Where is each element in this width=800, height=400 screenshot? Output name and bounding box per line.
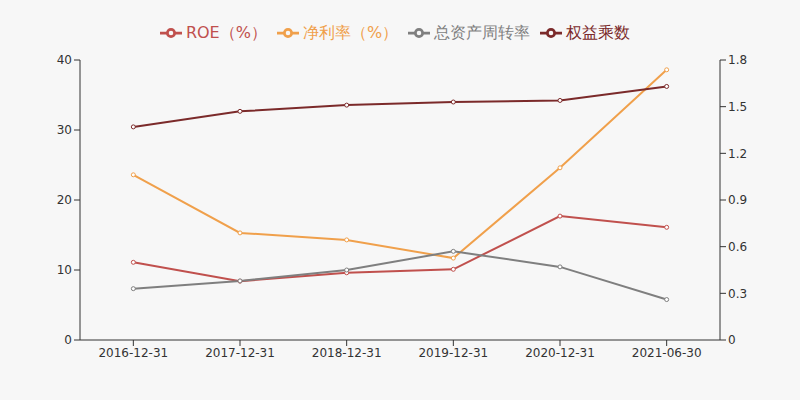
html-text:总资产周转率: 总资产周转率 <box>434 22 531 42</box>
svg-text:1.8: 1.8 <box>728 53 747 67</box>
html-text:权益乘数: 权益乘数 <box>566 22 631 42</box>
svg-text:2018-12-31: 2018-12-31 <box>312 346 382 360</box>
svg-text:0: 0 <box>64 333 72 347</box>
svg-text:2017-12-31: 2017-12-31 <box>205 346 275 360</box>
svg-text:40: 40 <box>57 53 72 67</box>
svg-text:10: 10 <box>57 263 72 277</box>
svg-text:1.2: 1.2 <box>728 147 747 161</box>
svg-text:2016-12-31: 2016-12-31 <box>98 346 168 360</box>
html-text:ROE（%）: ROE（%） <box>185 22 267 42</box>
svg-text:2021-06-30: 2021-06-30 <box>632 346 702 360</box>
svg-text:20: 20 <box>57 193 72 207</box>
svg-text:2019-12-31: 2019-12-31 <box>418 346 488 360</box>
svg-text:1.5: 1.5 <box>728 100 747 114</box>
svg-text:0.9: 0.9 <box>728 193 747 207</box>
svg-text:0.6: 0.6 <box>728 240 747 254</box>
html-text:净利率（%）: 净利率（%） <box>302 22 399 42</box>
svg-text:0.3: 0.3 <box>728 287 747 301</box>
svg-text:0: 0 <box>728 333 736 347</box>
svg-text:2020-12-31: 2020-12-31 <box>525 346 595 360</box>
svg-text:30: 30 <box>57 123 72 137</box>
